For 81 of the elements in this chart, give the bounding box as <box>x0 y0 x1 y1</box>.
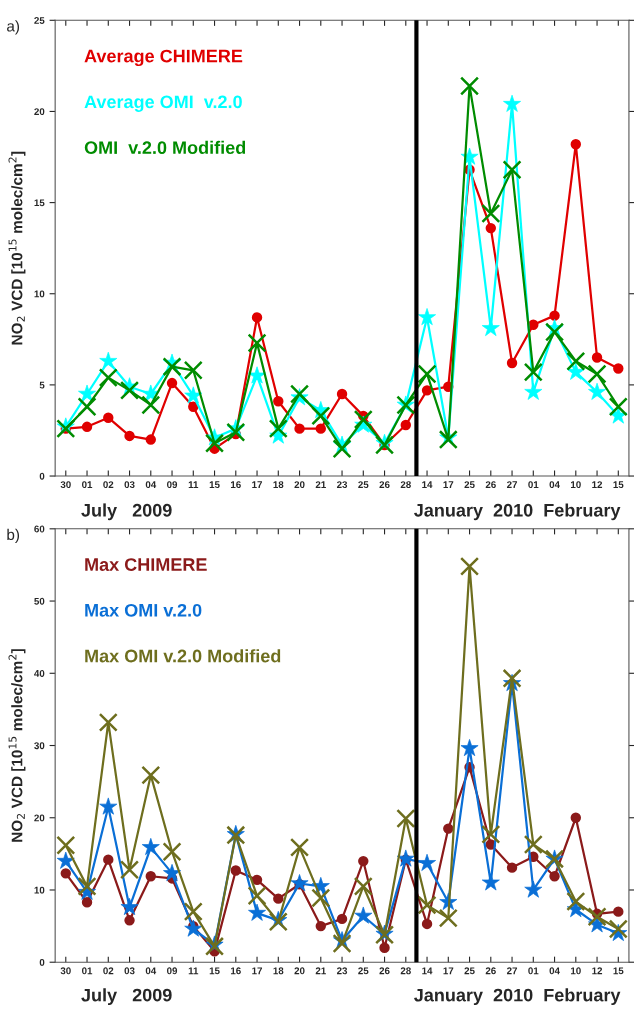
x-tick-label: 15 <box>613 481 624 489</box>
y-tick-label: 10 <box>34 290 45 298</box>
x-tick-label: 15 <box>613 967 624 975</box>
x-tick-label: 02 <box>103 481 114 489</box>
text: Max OMI v.2.0 Modified <box>85 649 281 663</box>
x-tick-label: 27 <box>506 481 518 488</box>
x-tick-label: 10 <box>571 481 581 489</box>
text: Max CHIMERE <box>85 558 207 571</box>
x-tick-label: 30 <box>60 967 71 975</box>
x-tick-label: 09 <box>167 967 178 975</box>
y-tick-label: 0 <box>39 958 45 966</box>
x-tick-label: 23 <box>336 481 348 489</box>
x-tick-label: 26 <box>485 967 496 975</box>
x-tick-label: 28 <box>400 481 411 489</box>
x-tick-label: 21 <box>315 481 326 488</box>
x-tick-label: 01 <box>82 967 93 975</box>
x-tick-label: 20 <box>294 481 305 489</box>
x-tick-label: 11 <box>188 481 199 488</box>
y-tick-label: 15 <box>34 199 45 207</box>
x-tick-label: 27 <box>506 967 518 975</box>
x-tick-label: 25 <box>464 481 475 489</box>
text: Max OMI v.2.0 <box>85 603 202 617</box>
y-axis-title: NO$_{2}$ VCD [10$^{15}$ molec/cm$^{2}$] <box>8 649 26 842</box>
x-tick-label: 10 <box>571 967 581 975</box>
text: b) <box>7 528 20 544</box>
y-tick-label: 60 <box>34 525 45 533</box>
x-tick-label: 28 <box>400 967 411 975</box>
x-tick-label: 25 <box>358 481 369 489</box>
x-tick-label: 01 <box>528 481 539 489</box>
text: Average OMI v.2.0 <box>84 95 242 112</box>
text: OMI v.2.0 Modified <box>84 140 246 155</box>
y-tick-label: 20 <box>34 108 45 116</box>
x-tick-label: 20 <box>294 967 305 975</box>
text: Average CHIMERE <box>84 49 243 67</box>
x-tick-label: 11 <box>188 967 199 975</box>
x-tick-label: 04 <box>145 967 157 975</box>
x-tick-label: 15 <box>209 481 220 489</box>
text: July 2009 <box>81 988 172 1006</box>
x-tick-label: 17 <box>252 481 263 488</box>
x-tick-label: 04 <box>549 481 560 489</box>
x-tick-label: 12 <box>592 481 603 488</box>
x-tick-label: 16 <box>231 967 241 975</box>
text: a) <box>7 20 20 35</box>
y-tick-label: 20 <box>34 814 45 822</box>
x-tick-label: 23 <box>336 967 348 975</box>
x-tick-label: 14 <box>422 481 433 488</box>
x-tick-label: 14 <box>422 967 433 975</box>
x-tick-label: 03 <box>124 481 135 489</box>
y-tick-label: 30 <box>34 742 45 750</box>
x-tick-label: 03 <box>124 967 135 975</box>
x-tick-label: 25 <box>464 967 475 975</box>
text: January 2010 February <box>414 503 621 521</box>
x-tick-label: 18 <box>273 967 284 975</box>
y-tick-label: 0 <box>39 472 45 480</box>
x-tick-label: 26 <box>379 967 390 975</box>
x-tick-label: 18 <box>273 481 284 489</box>
x-tick-label: 01 <box>528 967 539 975</box>
x-tick-label: 17 <box>443 967 454 975</box>
x-tick-label: 17 <box>443 481 454 488</box>
x-tick-label: 30 <box>60 481 71 489</box>
x-tick-label: 04 <box>549 967 560 975</box>
y-tick-label: 10 <box>34 886 45 894</box>
x-tick-label: 15 <box>209 967 220 975</box>
x-tick-label: 04 <box>145 481 157 489</box>
y-tick-label: 25 <box>34 17 45 24</box>
x-tick-label: 09 <box>167 481 178 489</box>
text: January 2010 February <box>414 988 621 1006</box>
x-tick-label: 16 <box>231 481 241 489</box>
x-tick-label: 26 <box>379 481 390 489</box>
x-tick-label: 26 <box>485 481 496 489</box>
x-tick-label: 25 <box>358 967 369 975</box>
x-tick-label: 21 <box>315 967 326 975</box>
y-tick-label: 50 <box>34 597 45 605</box>
x-tick-label: 17 <box>252 967 263 975</box>
text: July 2009 <box>81 503 172 521</box>
y-tick-label: 40 <box>34 670 45 677</box>
y-tick-label: 5 <box>39 381 45 389</box>
y-axis-title: NO$_{2}$ VCD [10$^{15}$ molec/cm$^{2}$] <box>8 151 26 345</box>
x-tick-label: 12 <box>592 967 603 975</box>
x-tick-label: 02 <box>103 967 114 975</box>
x-tick-label: 01 <box>82 481 93 489</box>
